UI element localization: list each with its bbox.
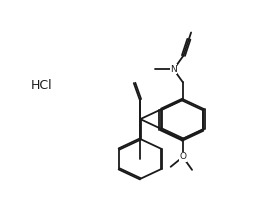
Text: O: O [179, 153, 186, 161]
Text: HCl: HCl [31, 79, 53, 92]
Text: N: N [170, 65, 177, 74]
